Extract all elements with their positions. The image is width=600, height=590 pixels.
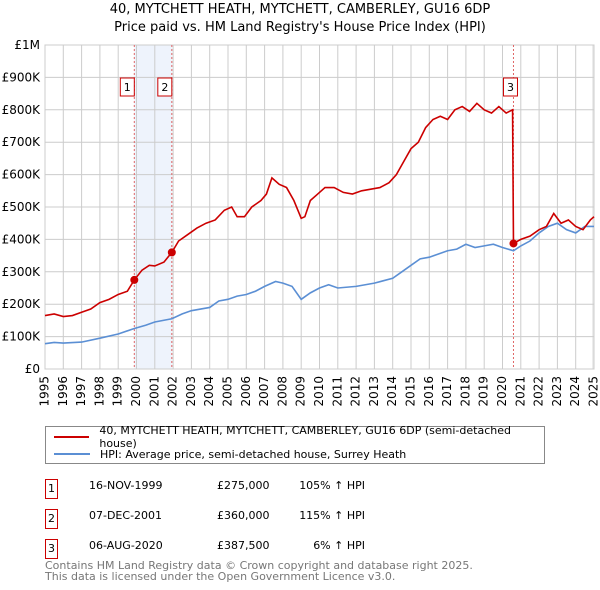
x-tick-label: 2004 <box>202 376 216 407</box>
chart-title: 40, MYTCHETT HEATH, MYTCHETT, CAMBERLEY,… <box>109 2 491 17</box>
x-tick-label: 2000 <box>129 376 143 407</box>
x-tick-label: 2012 <box>349 376 363 407</box>
x-tick-label: 2009 <box>294 376 308 407</box>
series-line <box>44 102 595 318</box>
price-chart: £0 £100K £200K £300K £400K £500K £600K £700K £80… <box>2 38 600 407</box>
sale-label: 2 <box>161 81 168 94</box>
transaction-marker: 3 <box>45 539 58 559</box>
transaction-marker: 1 <box>45 479 58 499</box>
footer-line: Contains HM Land Registry data © Crown c… <box>45 559 473 572</box>
transaction-date: 07-DEC-2001 <box>89 509 163 522</box>
x-tick-label: 1999 <box>111 376 125 407</box>
transaction-date: 06-AUG-2020 <box>89 539 163 552</box>
sale-label-box <box>119 77 135 97</box>
x-tick-label: 2016 <box>422 376 436 407</box>
transaction-price: £275,000 <box>217 479 270 492</box>
x-tick-label: 2023 <box>550 376 564 407</box>
y-tick-label: £600K <box>2 168 42 182</box>
x-tick-label: 2024 <box>568 376 582 407</box>
x-tick-label: 2018 <box>458 376 472 407</box>
x-tick-label: 2022 <box>532 376 546 407</box>
sale-point <box>509 239 518 248</box>
plot-border <box>44 44 595 370</box>
sale-label: 1 <box>124 81 131 94</box>
sale-point <box>167 248 176 257</box>
transaction-date: 16-NOV-1999 <box>89 479 163 492</box>
y-tick-label: £0 <box>25 362 40 376</box>
x-tick-label: 2008 <box>275 376 289 407</box>
legend: 40, MYTCHETT HEATH, MYTCHETT, CAMBERLEY,… <box>45 424 545 464</box>
x-tick-label: 2011 <box>330 376 344 407</box>
x-tick-label: 2010 <box>312 376 326 407</box>
x-tick-label: 1998 <box>92 376 106 407</box>
x-tick-label: 2019 <box>477 376 491 407</box>
footer-line: This data is licensed under the Open Gov… <box>45 570 396 583</box>
y-tick-label: £100K <box>2 330 42 344</box>
x-tick-label: 2020 <box>495 376 509 407</box>
x-tick-label: 2014 <box>385 376 399 407</box>
y-tick-label: £400K <box>2 232 42 246</box>
x-tick-label: 1997 <box>74 376 88 407</box>
sale-label-box <box>502 77 518 97</box>
x-tick-label: 1996 <box>56 376 70 407</box>
y-tick-label: £800K <box>2 103 42 117</box>
transaction-marker: 2 <box>45 509 58 529</box>
y-tick-label: £700K <box>2 135 42 149</box>
y-tick-label: £900K <box>2 70 42 84</box>
x-tick-label: 2017 <box>440 376 454 407</box>
x-tick-label: 2025 <box>587 376 600 407</box>
legend-item-hpi: HPI: Average price, semi-detached house,… <box>54 446 406 462</box>
transaction-price: £360,000 <box>217 509 270 522</box>
sale-label: 3 <box>507 81 514 94</box>
chart-subtitle: Price paid vs. HM Land Registry's House … <box>114 20 486 35</box>
y-tick-label: £500K <box>2 200 42 214</box>
x-tick-label: 2006 <box>239 376 253 407</box>
x-tick-label: 2003 <box>184 376 198 407</box>
x-tick-label: 2015 <box>404 376 418 407</box>
transaction-price: £387,500 <box>217 539 270 552</box>
x-tick-label: 2007 <box>257 376 271 407</box>
transaction-hpi: 115% ↑ HPI <box>299 509 365 522</box>
series-line <box>44 222 594 345</box>
y-tick-label: £1M <box>14 38 40 52</box>
x-tick-label: 1995 <box>38 376 52 407</box>
x-tick-label: 2021 <box>513 376 527 407</box>
sale-label-box <box>157 77 173 97</box>
transaction-hpi: 6% ↑ HPI <box>313 539 365 552</box>
x-tick-label: 2001 <box>147 376 161 407</box>
sale-point <box>130 275 139 284</box>
legend-label: 40, MYTCHETT HEATH, MYTCHETT, CAMBERLEY,… <box>99 424 511 450</box>
x-tick-label: 2013 <box>367 376 381 407</box>
legend-item-property: 40, MYTCHETT HEATH, MYTCHETT, CAMBERLEY,… <box>54 424 544 450</box>
legend-label: HPI: Average price, semi-detached house,… <box>100 447 407 461</box>
x-tick-label: 2002 <box>166 376 180 407</box>
footer: Contains HM Land Registry data © Crown c… <box>45 560 473 582</box>
y-tick-label: £200K <box>2 297 42 311</box>
x-tick-label: 2005 <box>221 376 235 407</box>
y-tick-label: £300K <box>2 265 42 279</box>
transaction-hpi: 105% ↑ HPI <box>299 479 365 492</box>
